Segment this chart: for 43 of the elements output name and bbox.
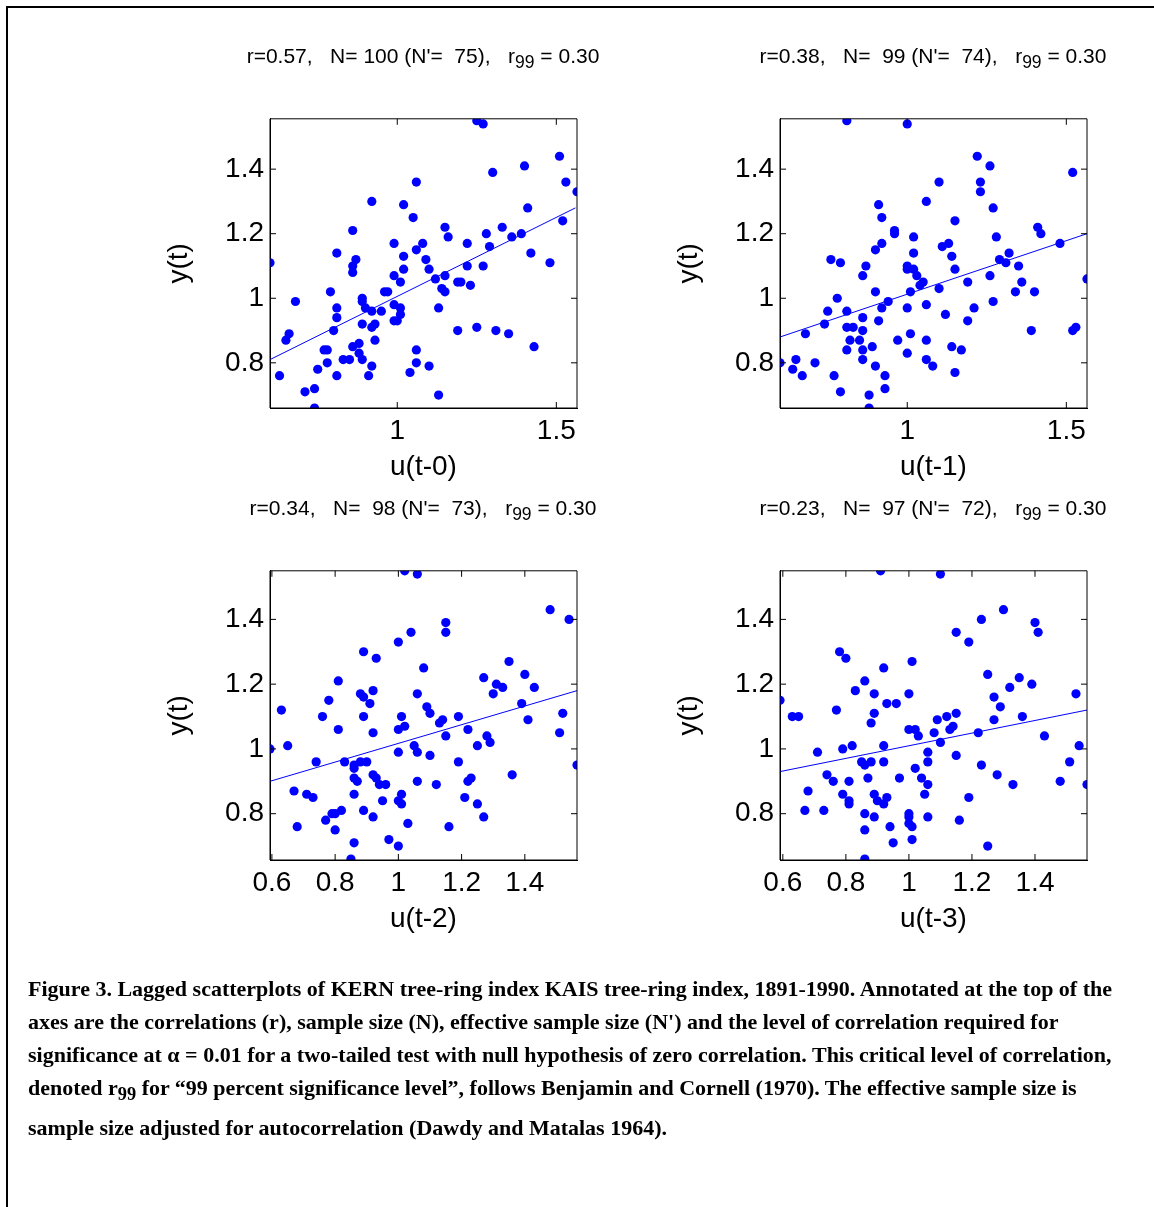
y-tick-label: 1 (248, 280, 264, 312)
x-tick-label: 1.5 (1046, 413, 1086, 445)
y-tick-label: 1 (758, 731, 774, 763)
x-tick-label: 1 (899, 413, 916, 445)
x-axis-title: u(t-0) (390, 449, 457, 481)
chart-title: r=0.23, N= 97 (N'= 72), r$_{99}$ = 0.30 (758, 496, 1108, 526)
x-axis-title: u(t-1) (900, 449, 967, 481)
x-tick-label: 1.2 (442, 865, 482, 897)
x-tick-label: 1.4 (1015, 865, 1055, 897)
caption: Figure 3. Lagged scatterplots of KERN tree-ring index KAIS tree-ring index, 1891-1990. Annotated at the top of the axes are the correlations (r), sample size (N), effective sample size (N') and the level of correlation required for significance at α = 0.01 for a two-tailed test with null hypothesis of zero correlation. This critical level of correlation, denoted r$_{99}$ for “99 percent significance level”, follows Benjamin and Cornell (1970). The effective sample size is sample size adjusted for autocorrelation (Dawdy and Matalas 1964). (28, 975, 1114, 1143)
chart-title: r=0.38, N= 99 (N'= 74), r$_{99}$ = 0.30 (758, 44, 1108, 74)
y-tick-label: 1.4 (225, 151, 264, 183)
y-tick-label: 1.4 (225, 602, 264, 634)
x-tick-label: 0.8 (315, 865, 355, 897)
y-axis-title: y(t) (671, 695, 703, 736)
y-tick-label: 1.2 (225, 216, 264, 248)
chart-title: r=0.57, N= 100 (N'= 75), r$_{99}$ = 0.30 (245, 44, 601, 74)
y-tick-label: 1.4 (735, 602, 774, 634)
y-tick-label: 1.2 (735, 216, 774, 248)
y-tick-label: 1 (248, 731, 264, 763)
y-axis-title: y(t) (671, 243, 703, 284)
y-tick-label: 0.8 (225, 345, 264, 377)
x-tick-label: 0.6 (763, 865, 803, 897)
x-tick-label: 1.2 (952, 865, 992, 897)
y-tick-label: 0.8 (225, 796, 264, 828)
x-axis-title: u(t-3) (900, 901, 967, 933)
y-tick-label: 0.8 (735, 345, 774, 377)
x-tick-label: 1 (390, 865, 407, 897)
y-tick-label: 1 (758, 280, 774, 312)
x-tick-label: 1 (389, 413, 406, 445)
x-tick-label: 0.8 (826, 865, 866, 897)
y-tick-label: 0.8 (735, 796, 774, 828)
y-axis-title: y(t) (161, 695, 193, 736)
y-axis-title: y(t) (161, 243, 193, 284)
x-tick-label: 1.5 (536, 413, 576, 445)
y-tick-label: 1.2 (735, 666, 774, 698)
y-tick-label: 1.4 (735, 151, 774, 183)
x-tick-label: 0.6 (252, 865, 292, 897)
x-tick-label: 1 (901, 865, 917, 897)
x-axis-title: u(t-2) (390, 901, 457, 933)
x-tick-label: 1.4 (505, 865, 545, 897)
chart-title: r=0.34, N= 98 (N'= 73), r$_{99}$ = 0.30 (248, 496, 598, 526)
y-tick-label: 1.2 (225, 666, 264, 698)
